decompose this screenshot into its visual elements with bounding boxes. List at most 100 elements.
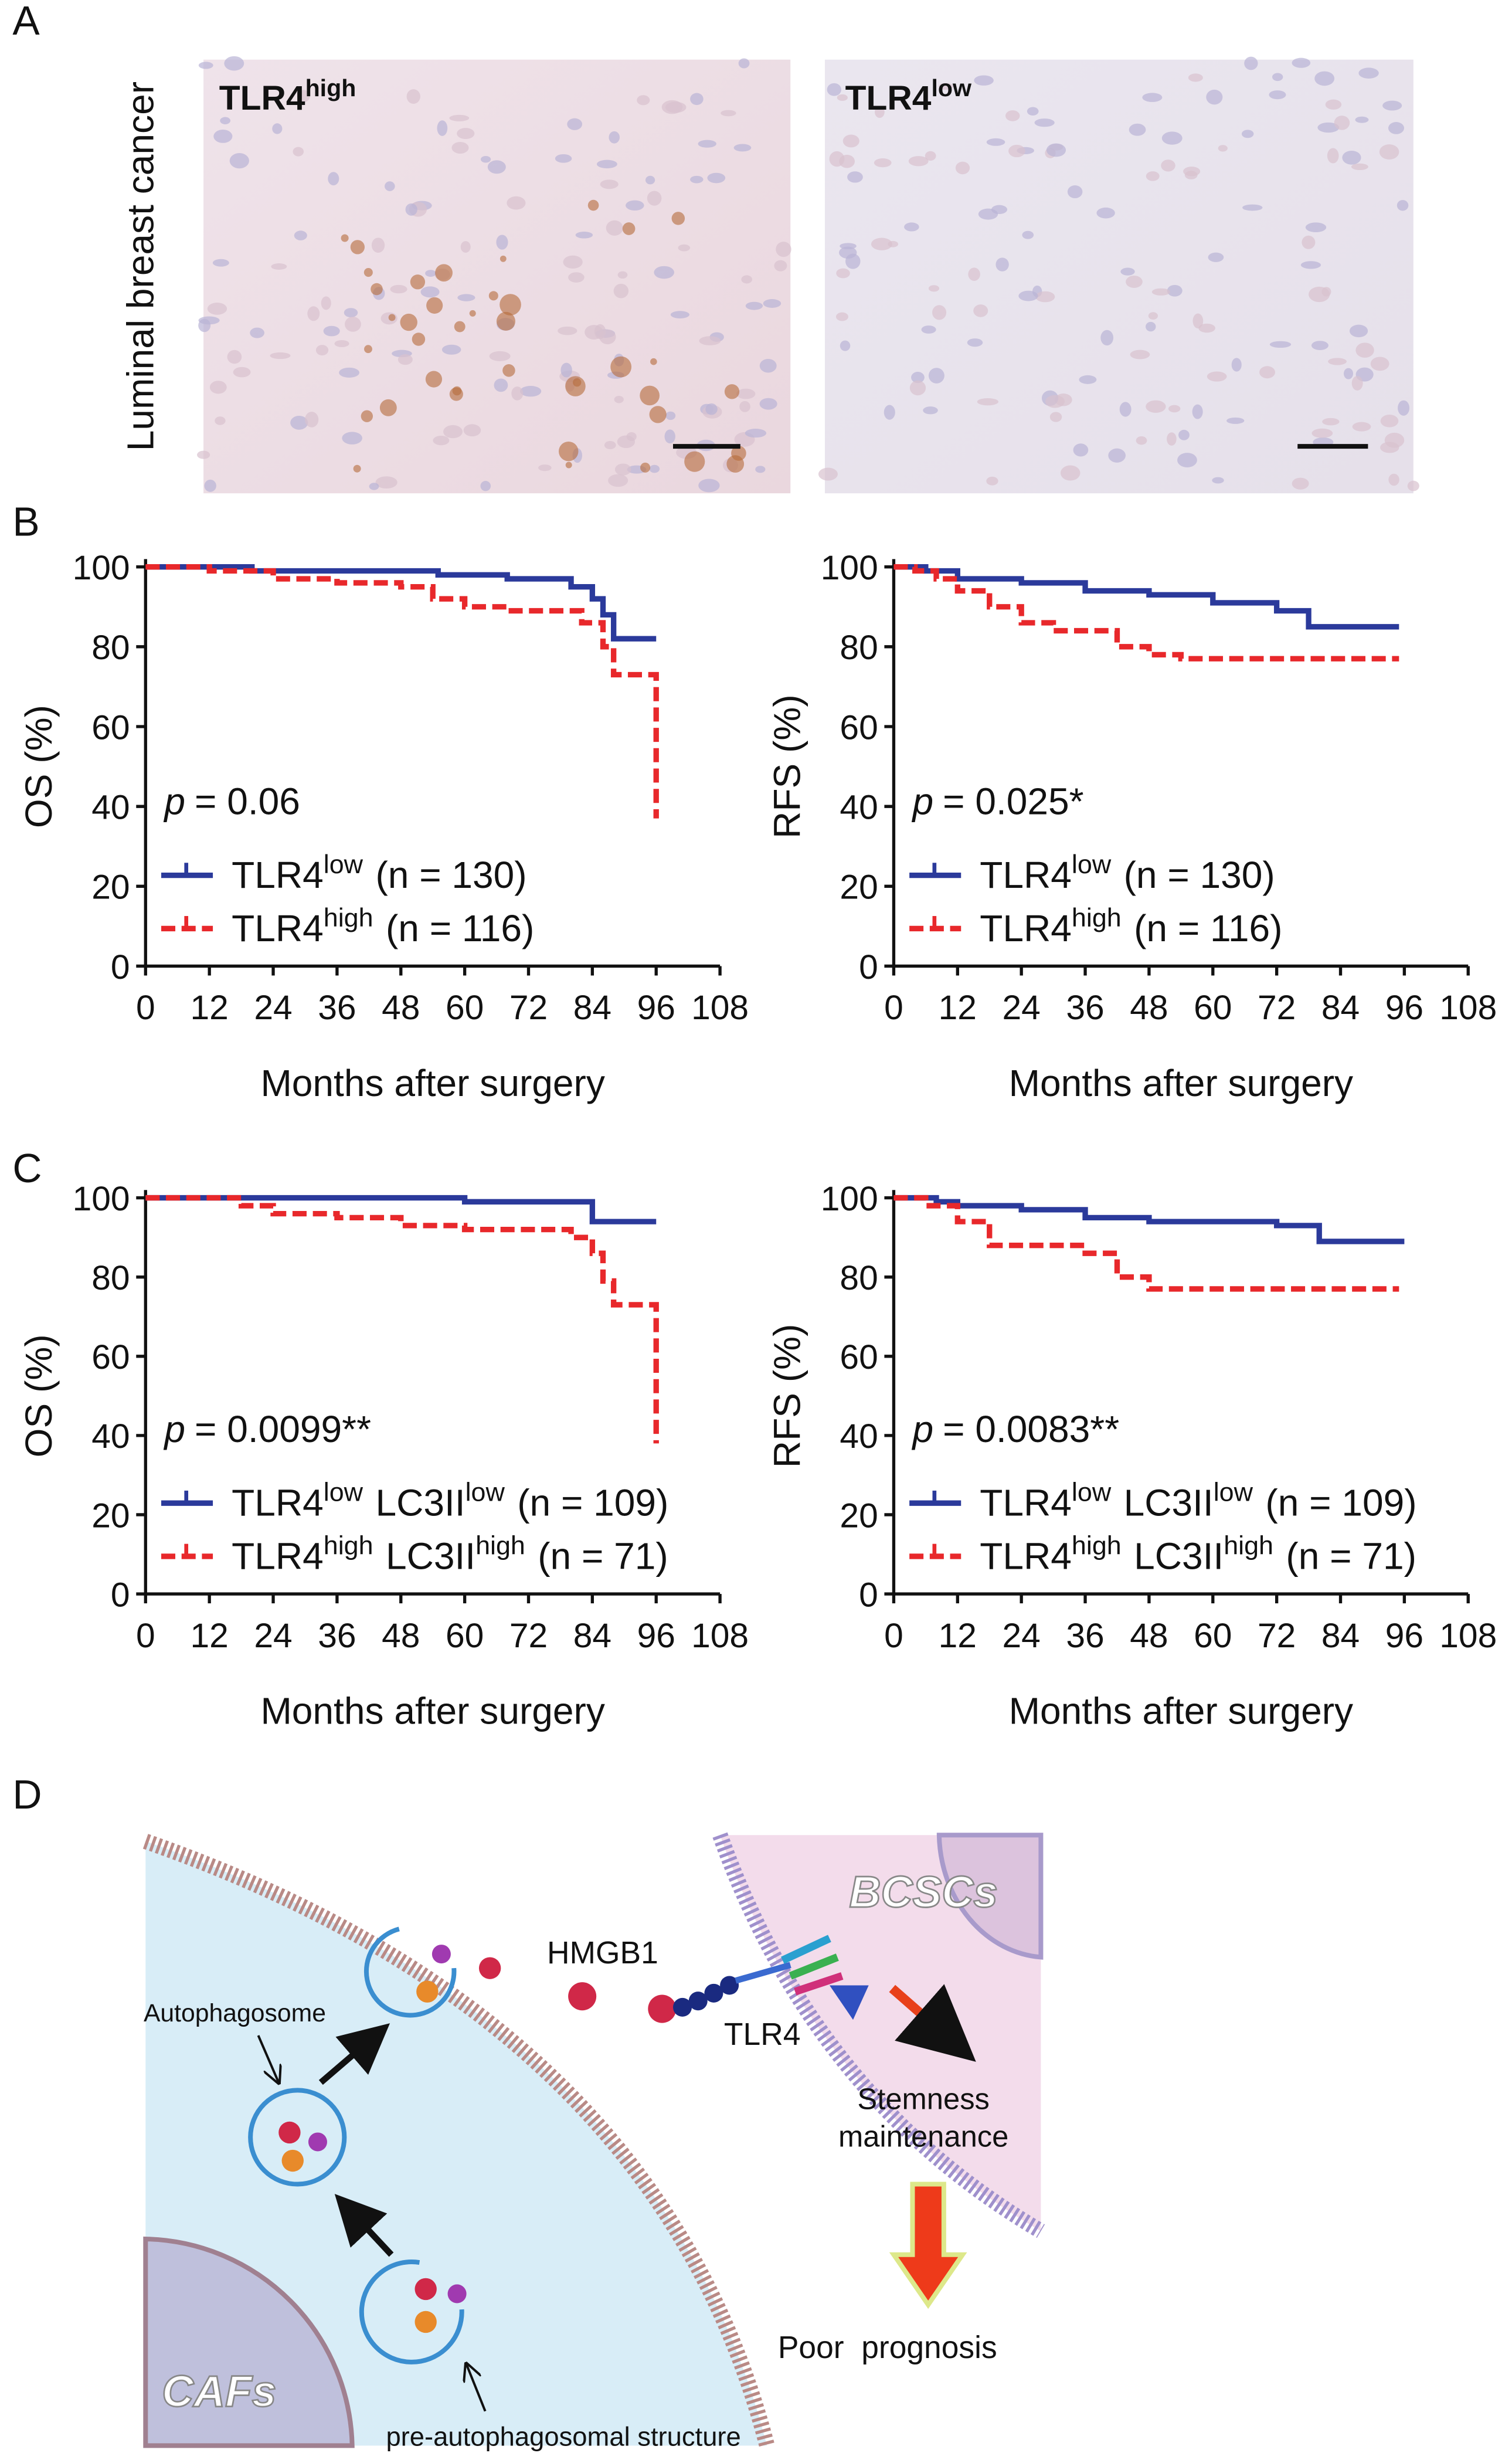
receptor-bead <box>720 1976 739 1995</box>
y-tick-label: 20 <box>840 869 878 907</box>
cell <box>847 171 863 183</box>
cell <box>1292 477 1309 490</box>
legend-label: TLR4high LC3IIhigh (n = 71) <box>232 1530 668 1577</box>
adapter <box>789 1953 839 1980</box>
cell <box>836 268 850 279</box>
cell <box>818 467 838 481</box>
cell <box>921 325 936 334</box>
stain <box>350 240 365 255</box>
legend-label: TLR4high (n = 116) <box>232 902 534 949</box>
cell <box>974 75 994 86</box>
cell <box>272 123 283 134</box>
adapter <box>794 1972 844 1996</box>
cell <box>1231 358 1242 372</box>
cell <box>763 299 782 308</box>
cell <box>617 435 636 449</box>
cell <box>425 270 436 277</box>
text-part: (n = 109) <box>1265 1482 1416 1524</box>
caf-nucleus <box>143 2236 355 2448</box>
x-tick-label: 72 <box>1258 989 1296 1027</box>
x-tick-label: 24 <box>254 1617 292 1655</box>
cargo <box>308 2132 327 2152</box>
cell <box>645 175 655 185</box>
cell <box>1167 432 1177 446</box>
legend-label: TLR4high (n = 116) <box>980 902 1282 949</box>
cell <box>563 255 583 269</box>
cell <box>1382 100 1402 111</box>
x-tick-label: 24 <box>1003 1617 1041 1655</box>
stain <box>671 212 685 225</box>
cell <box>1136 436 1147 445</box>
p-text: = 0.06 <box>195 781 300 823</box>
bcsc-membrane <box>712 1832 1045 2238</box>
x-axis-title: Months after surgery <box>260 1690 604 1732</box>
cell <box>290 416 308 430</box>
x-tick-label: 24 <box>254 989 292 1027</box>
cell <box>405 203 417 216</box>
cell <box>1146 171 1160 181</box>
cell <box>1151 288 1170 296</box>
x-tick-label: 12 <box>190 1617 228 1655</box>
cell <box>1218 145 1228 152</box>
survival-curve <box>145 1195 657 1224</box>
cell <box>1300 261 1321 269</box>
stain <box>500 294 521 315</box>
cell <box>1146 321 1156 332</box>
cell <box>739 401 750 412</box>
cell <box>1352 422 1371 432</box>
stain <box>731 446 746 461</box>
cell <box>759 398 777 410</box>
cell <box>665 411 676 420</box>
cargo <box>281 2149 304 2172</box>
superscript: high <box>1224 1530 1273 1560</box>
stain <box>412 333 426 346</box>
x-tick-label: 0 <box>884 989 903 1027</box>
y-axis-title: OS (%) <box>18 1334 60 1457</box>
cell <box>1380 442 1399 453</box>
text-part: LC3II <box>386 1535 475 1577</box>
stain <box>379 399 397 416</box>
stain <box>388 314 396 321</box>
x-tick-label: 108 <box>1439 989 1497 1027</box>
arrow <box>334 2194 394 2257</box>
cell <box>1035 291 1055 303</box>
cell <box>705 403 718 415</box>
text-part: TLR4 <box>980 907 1072 949</box>
cell <box>233 367 251 378</box>
cell <box>606 220 623 236</box>
cell <box>1208 252 1224 262</box>
cell <box>511 386 524 401</box>
text-part: TLR4 <box>845 79 932 117</box>
cell <box>1046 143 1066 157</box>
text-part: LC3II <box>1124 1482 1214 1524</box>
x-tick-label: 84 <box>573 1617 611 1655</box>
y-tick-label: 40 <box>840 1417 878 1456</box>
x-tick-label: 108 <box>691 989 749 1027</box>
cell <box>649 464 660 473</box>
image-label: TLR4low <box>845 74 972 117</box>
survival-curve <box>893 1195 1405 1244</box>
stain <box>565 462 572 469</box>
stain <box>724 384 740 399</box>
superscript: low <box>1072 849 1112 878</box>
cell <box>480 155 491 163</box>
cell <box>745 301 763 310</box>
cell <box>755 466 766 473</box>
label: BCSCs <box>849 1867 997 1916</box>
y-tick-label: 100 <box>821 1180 878 1218</box>
label: CAFs <box>162 2367 276 2416</box>
cell <box>212 259 229 267</box>
survival-curve <box>893 564 1399 661</box>
cell <box>1259 366 1275 379</box>
cell <box>932 305 947 320</box>
superscript: high <box>324 902 373 932</box>
cell <box>840 340 851 351</box>
cell <box>670 311 689 318</box>
cell <box>334 340 349 347</box>
red-arrow <box>889 2182 967 2309</box>
legend-label: TLR4high LC3IIhigh (n = 71) <box>980 1530 1416 1577</box>
charts: 0 20 40 60 80 100 0 12 24 36 48 60 72 84 96 108 Months a… <box>18 549 1497 1732</box>
cell <box>344 308 358 318</box>
p-symbol: p <box>163 1408 185 1450</box>
cell <box>973 304 988 317</box>
